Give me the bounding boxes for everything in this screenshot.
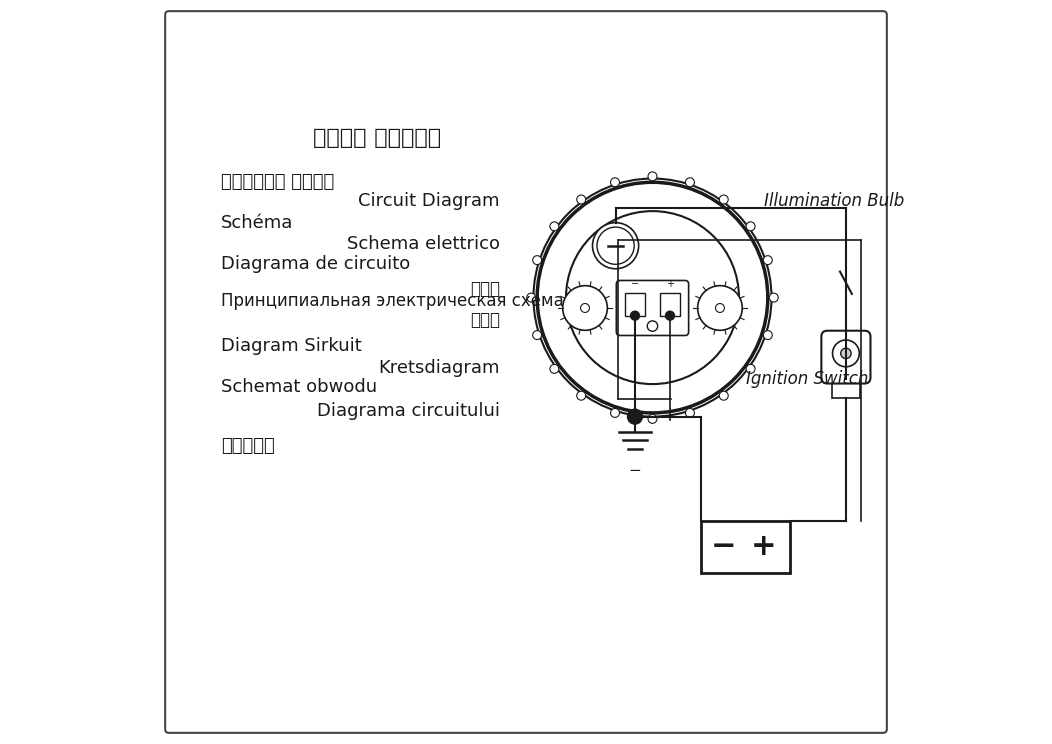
- Text: Illumination Bulb: Illumination Bulb: [764, 192, 905, 210]
- Circle shape: [576, 195, 586, 204]
- Bar: [832, 379, 861, 398]
- Circle shape: [610, 408, 620, 417]
- Circle shape: [746, 365, 755, 373]
- Circle shape: [630, 311, 640, 320]
- Circle shape: [764, 330, 772, 339]
- Circle shape: [769, 293, 778, 302]
- Circle shape: [581, 304, 589, 312]
- Circle shape: [666, 311, 674, 320]
- Circle shape: [596, 227, 634, 264]
- Text: Circuit Diagram: Circuit Diagram: [359, 192, 500, 210]
- Circle shape: [832, 340, 859, 367]
- Text: Diagram Sirkuit: Diagram Sirkuit: [221, 337, 362, 355]
- Text: +: +: [750, 533, 776, 561]
- Circle shape: [527, 293, 535, 302]
- Text: 回路図: 回路図: [470, 280, 500, 298]
- Circle shape: [720, 391, 728, 400]
- Text: Schema elettrico: Schema elettrico: [347, 235, 500, 253]
- Text: सरकट चित्र: सरकट चित्र: [313, 128, 441, 147]
- Circle shape: [686, 408, 694, 417]
- Circle shape: [576, 391, 586, 400]
- Circle shape: [648, 414, 656, 423]
- Circle shape: [648, 172, 656, 181]
- Circle shape: [550, 222, 559, 231]
- FancyBboxPatch shape: [822, 331, 870, 384]
- Circle shape: [610, 178, 620, 187]
- Bar: [701, 521, 790, 573]
- Text: +: +: [666, 279, 674, 289]
- Text: Принципиальная электрическая схема: Принципиальная электрическая схема: [221, 292, 564, 310]
- Text: Diagrama circuitului: Diagrama circuitului: [317, 402, 500, 420]
- Circle shape: [592, 222, 639, 269]
- Text: Ignition Switch: Ignition Switch: [746, 371, 868, 388]
- Text: सर्किट आरेख: सर्किट आरेख: [221, 173, 335, 191]
- Circle shape: [746, 222, 755, 231]
- Bar: [625, 293, 645, 315]
- Text: Schéma: Schéma: [221, 214, 294, 232]
- Text: Kretsdiagram: Kretsdiagram: [379, 359, 500, 377]
- Text: Schemat obwodu: Schemat obwodu: [221, 378, 377, 396]
- Circle shape: [720, 195, 728, 204]
- Bar: [660, 293, 681, 315]
- FancyBboxPatch shape: [616, 280, 689, 336]
- Text: −: −: [710, 533, 736, 561]
- Circle shape: [686, 178, 694, 187]
- Circle shape: [647, 321, 658, 331]
- Circle shape: [563, 286, 607, 330]
- Text: 회로도: 회로도: [470, 311, 500, 329]
- Circle shape: [533, 179, 771, 417]
- Circle shape: [550, 365, 559, 373]
- Circle shape: [532, 330, 542, 339]
- Text: −: −: [629, 463, 642, 478]
- Circle shape: [532, 256, 542, 265]
- Text: Diagrama de circuito: Diagrama de circuito: [221, 255, 410, 273]
- Circle shape: [566, 211, 739, 384]
- Circle shape: [764, 256, 772, 265]
- Text: 電路原理圖: 電路原理圖: [221, 437, 275, 455]
- Text: −: −: [631, 279, 639, 289]
- Circle shape: [697, 286, 743, 330]
- Circle shape: [715, 304, 725, 312]
- FancyBboxPatch shape: [165, 11, 887, 733]
- Circle shape: [841, 348, 851, 359]
- Circle shape: [628, 409, 643, 424]
